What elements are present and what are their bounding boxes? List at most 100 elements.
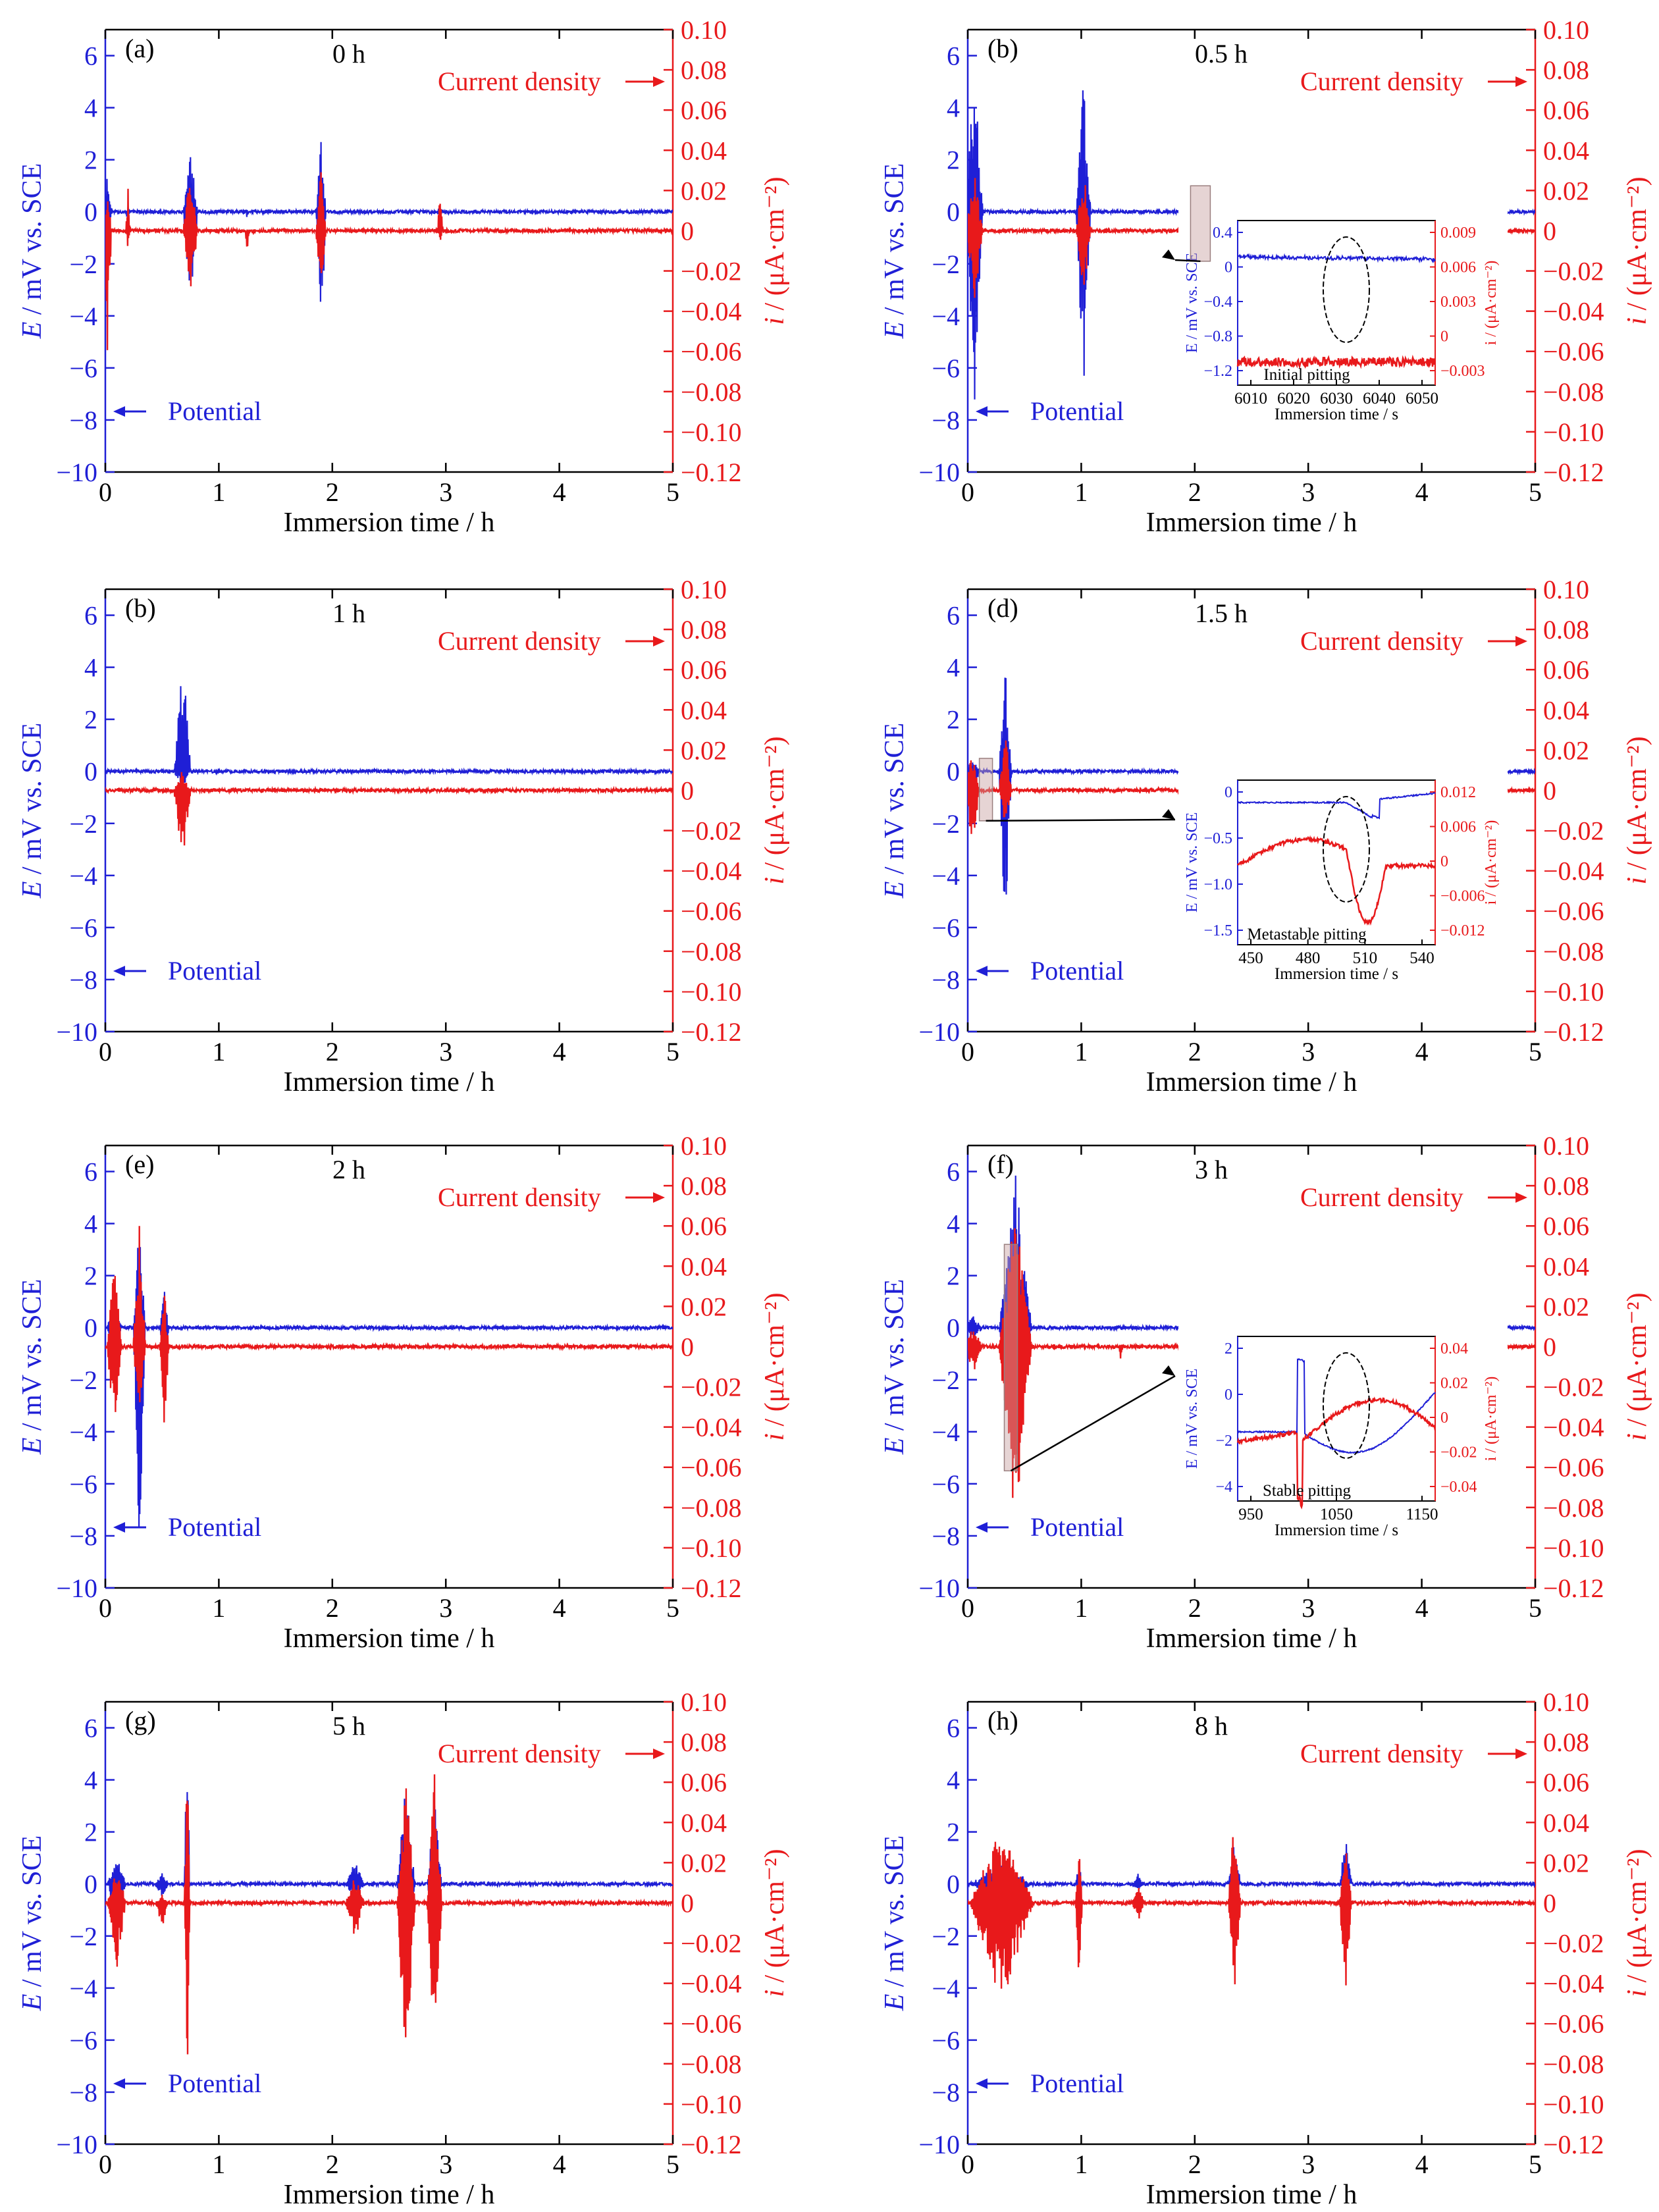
right-y-tick-label: −0.02 [681,1929,742,1959]
left-y-axis-title: E / mV vs. SCE [880,163,910,339]
right-y-tick-label: −0.08 [1543,2049,1604,2079]
x-tick-label: 3 [439,2149,452,2179]
inset-right-tick-label: −0.02 [1440,1444,1477,1462]
right-y-tick-label: −0.10 [1543,1533,1604,1563]
left-y-tick-label: −2 [932,1922,960,1951]
inset-right-tick-label: 0 [1440,329,1448,346]
left-y-tick-label: −4 [932,302,960,331]
panel-letter: (a) [125,34,154,63]
left-y-tick-label: −6 [932,913,960,943]
x-tick-label: 0 [99,2149,112,2179]
x-tick-label: 2 [1188,1037,1201,1066]
inset-current-line [1236,835,1436,926]
potential-series-line [968,1844,1535,1906]
left-y-axis-title-symbol: E [17,322,47,340]
left-y-tick-label: −10 [918,1573,960,1603]
right-y-tick-label: −0.04 [1543,1969,1604,1999]
right-y-tick-label: −0.02 [681,257,742,286]
inset-x-tick-label: 1150 [1406,1506,1438,1523]
left-y-tick-label: 6 [84,1714,97,1743]
inset-x-tick-label: 510 [1353,949,1378,967]
right-y-tick-label: 0.08 [1543,55,1589,85]
left-y-axis-title-symbol: E [17,1438,47,1456]
right-y-tick-label: −0.02 [1543,1929,1604,1959]
right-y-tick-label: −0.02 [1543,816,1604,846]
right-y-tick-label: 0.02 [681,1292,727,1321]
inset-right-tick-label: −0.006 [1440,888,1485,905]
inset-left-tick-label: −2 [1215,1433,1232,1450]
current-density-series-line [105,172,673,350]
left-y-tick-label: −2 [932,250,960,279]
left-y-tick-label: −4 [69,1417,97,1447]
right-y-tick-label: 0.10 [681,1687,727,1717]
x-tick-label: 3 [439,477,452,507]
inset-right-tick-label: −0.003 [1440,363,1485,380]
panel-time-label: 1.5 h [1195,598,1248,628]
right-y-axis-title-unit: / (μA·cm⁻²) [760,736,790,877]
left-y-tick-label: 6 [947,601,960,631]
left-y-axis-title: E / mV vs. SCE [17,163,47,339]
right-y-tick-label: −0.04 [1543,1413,1604,1442]
right-y-tick-label: 0.02 [1543,1848,1589,1878]
left-y-axis-title-unit: / mV vs. SCE [17,1835,47,1994]
panel-5: 0 1 2 3 4 5 6 4 2 0 −2 −4 −6 −8 −10 0.10 0.08 0.06 0.04 0.0… [880,1131,1652,1654]
left-y-axis-title-unit: / mV vs. SCE [17,723,47,882]
inset-x-axis-title: Immersion time / s [1275,1521,1398,1539]
left-y-tick-label: 0 [947,1313,960,1343]
left-y-tick-label: 2 [84,1818,97,1847]
current-arrow-head [1515,1192,1527,1203]
right-y-tick-label: −0.04 [681,1969,742,1999]
inset-annotation: Metastable pitting [1247,926,1367,943]
right-y-tick-label: −0.12 [1543,1017,1604,1047]
right-y-tick-label: 0.10 [1543,1131,1589,1161]
inset-annotation-ellipse [1323,1352,1370,1459]
inset-right-axis-title: i / (μA·cm⁻²) [1483,1377,1500,1462]
potential-arrow-head [976,406,988,417]
right-y-tick-label: −0.02 [1543,1373,1604,1402]
right-y-tick-label: −0.12 [681,2130,742,2159]
right-y-tick-label: −0.02 [681,816,742,846]
right-y-tick-label: 0.08 [681,615,727,645]
right-y-tick-label: −0.12 [681,458,742,487]
panel-letter: (g) [125,1706,156,1735]
left-y-tick-label: −4 [69,1974,97,2003]
left-y-tick-label: 0 [84,1313,97,1343]
current-density-label: Current density [438,1182,601,1212]
right-y-axis-title: i / (μA·cm⁻²) [760,176,790,325]
x-axis-title: Immersion time / h [1146,1623,1357,1654]
left-y-tick-label: −8 [932,2078,960,2107]
right-y-tick-label: −0.06 [681,897,742,926]
inset-annotation-ellipse [1323,236,1370,343]
current-arrow-head [1515,1749,1527,1759]
right-y-tick-label: −0.08 [681,377,742,407]
x-tick-label: 4 [553,477,566,507]
zoom-arrow-head [1162,809,1175,820]
panel-time-label: 1 h [332,598,365,628]
left-y-tick-label: 4 [84,1209,97,1239]
left-y-axis-title: E / mV vs. SCE [17,1279,47,1455]
left-y-tick-label: −2 [932,809,960,839]
right-y-axis-title-unit: / (μA·cm⁻²) [760,1849,790,1989]
x-tick-label: 3 [1302,1593,1315,1623]
current-arrow-head [1515,76,1527,87]
inset-x-axis-title: Immersion time / s [1275,406,1398,423]
left-y-axis-title: E / mV vs. SCE [17,1835,47,2011]
potential-arrow-head [113,1522,125,1533]
left-y-tick-label: −10 [918,1017,960,1047]
left-y-tick-label: −10 [918,458,960,487]
right-y-tick-label: 0.06 [681,1211,727,1241]
panel-1: 0 1 2 3 4 5 6 4 2 0 −2 −4 −6 −8 −10 0.10 0.08 0.06 0.04 0.0… [880,15,1652,538]
potential-label: Potential [1030,2068,1124,2098]
left-y-tick-label: 4 [947,1209,960,1239]
right-y-tick-label: 0.04 [1543,1251,1589,1281]
right-y-axis-title-symbol: i [760,877,790,885]
left-y-tick-label: 4 [84,1766,97,1795]
current-density-label: Current density [1300,626,1463,656]
panel-time-label: 2 h [332,1155,365,1184]
panel-time-label: 8 h [1195,1711,1228,1741]
x-tick-label: 5 [666,1037,679,1066]
right-y-tick-label: −0.12 [1543,458,1604,487]
inset-chart: 450 480 510 540 0 −0.5 −1.0 −1.5 0.012 0.006 0 −0.0… [1178,767,1508,991]
left-y-tick-label: 6 [84,601,97,631]
right-y-tick-label: −0.06 [1543,1453,1604,1483]
